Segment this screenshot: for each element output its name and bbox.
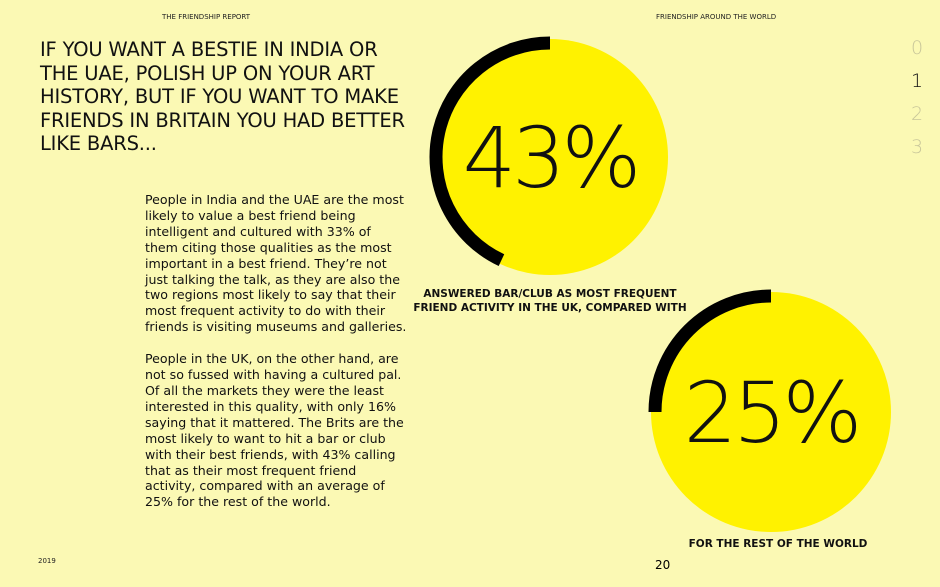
title-line: IF YOU WANT A BESTIE IN INDIA OR bbox=[40, 38, 378, 61]
stat-label: 43% bbox=[463, 109, 638, 207]
stat-caption: FOR THE REST OF THE WORLD bbox=[689, 538, 868, 550]
nav-item: 2 bbox=[911, 103, 923, 125]
paragraph: People in the UK, on the other hand, are… bbox=[145, 351, 404, 510]
title-line: FRIENDS IN BRITAIN YOU HAD BETTER bbox=[40, 108, 405, 132]
stat-circle bbox=[651, 292, 891, 532]
nav-item: 1 bbox=[911, 70, 923, 92]
stat-caption: ANSWERED BAR/CLUB AS MOST FREQUENT bbox=[423, 288, 677, 300]
paragraph: People in India and the UAE are the most… bbox=[145, 192, 407, 335]
page-number: 20 bbox=[655, 558, 671, 572]
stat-label: 25% bbox=[684, 364, 859, 462]
stat-caption: FRIEND ACTIVITY IN THE UK, COMPARED WITH bbox=[413, 302, 686, 314]
header-left: THE FRIENDSHIP REPORT bbox=[162, 13, 251, 21]
nav-item: 3 bbox=[911, 136, 923, 158]
stat-arc bbox=[648, 289, 772, 413]
title-line: LIKE BARS... bbox=[40, 132, 157, 155]
body-text: People in India and the UAE are the most… bbox=[145, 192, 407, 526]
header-right: FRIENDSHIP AROUND THE WORLD bbox=[656, 13, 777, 21]
title: IF YOU WANT A BESTIE IN INDIA OR THE UAE,… bbox=[40, 38, 405, 156]
title-line: THE UAE, POLISH UP ON YOUR ART bbox=[40, 61, 375, 85]
footer-year: 2019 bbox=[38, 557, 56, 565]
nav-item: 0 bbox=[911, 37, 923, 59]
stat-arc bbox=[429, 36, 551, 267]
title-line: HISTORY, BUT IF YOU WANT TO MAKE bbox=[40, 85, 399, 108]
stat-circle bbox=[432, 39, 668, 275]
